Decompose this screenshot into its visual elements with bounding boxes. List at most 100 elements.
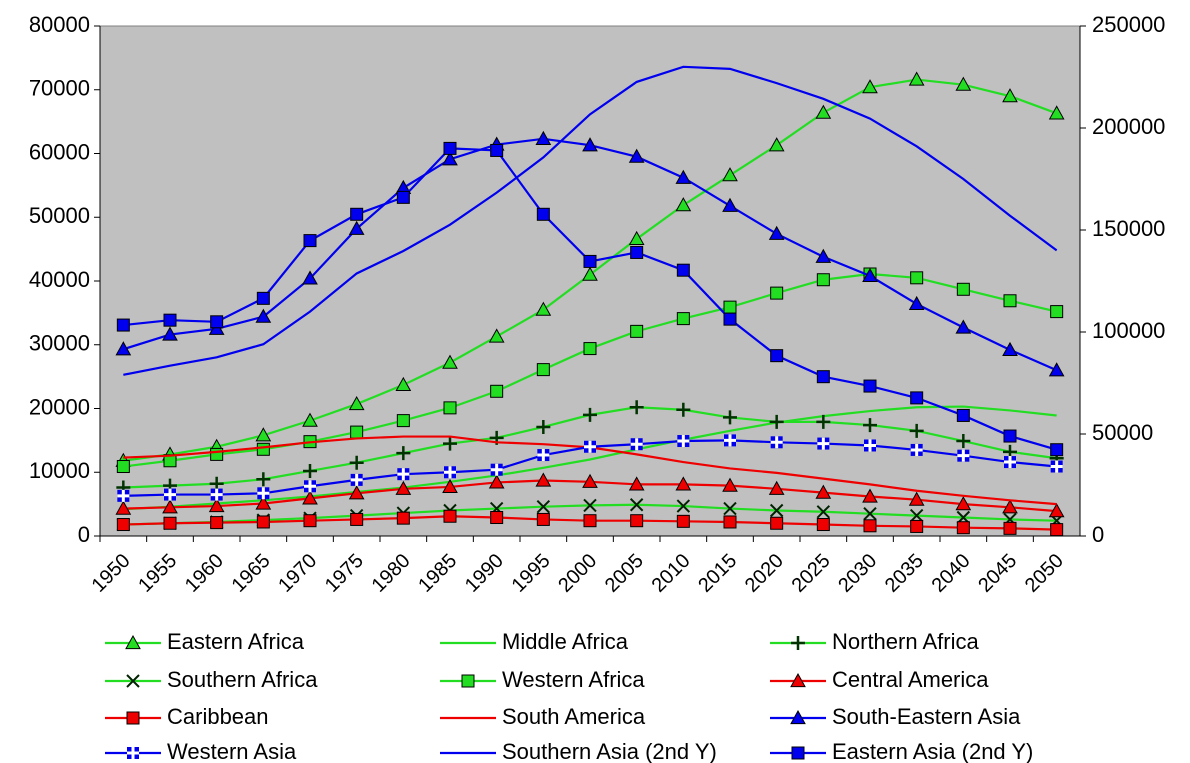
marker — [957, 449, 970, 462]
legend-item: Northern Africa — [770, 629, 979, 654]
x-tick-label: 2040 — [928, 550, 975, 597]
marker — [1003, 521, 1017, 535]
marker — [768, 137, 785, 152]
marker — [677, 435, 690, 448]
legend-item: Western Africa — [440, 667, 645, 692]
marker — [443, 436, 457, 451]
marker-cross — [584, 440, 596, 453]
marker — [583, 342, 597, 356]
marker — [126, 711, 140, 725]
x-tick-label: 2015 — [694, 550, 741, 597]
x-tick-label: 2030 — [834, 550, 881, 597]
marker — [395, 376, 412, 392]
marker — [1002, 499, 1018, 514]
legend-label: Eastern Africa — [167, 629, 305, 654]
y-tick-label: 40000 — [29, 267, 90, 292]
marker — [816, 518, 830, 532]
legend-label: Caribbean — [167, 704, 269, 729]
marker — [908, 71, 925, 86]
marker — [769, 414, 784, 429]
marker — [490, 384, 504, 398]
marker — [816, 273, 830, 287]
marker — [769, 503, 784, 518]
marker — [116, 318, 130, 332]
marker — [676, 263, 690, 277]
marker — [1048, 105, 1065, 120]
marker — [722, 477, 738, 492]
marker-cross — [397, 468, 410, 481]
x-tick-label: 1960 — [181, 550, 228, 597]
x-tick-label: 2050 — [1021, 550, 1068, 597]
legend-item: Southern Asia (2nd Y) — [440, 739, 717, 763]
marker — [909, 423, 924, 438]
marker — [676, 312, 690, 326]
marker — [350, 512, 364, 526]
marker — [396, 511, 410, 525]
marker — [910, 391, 924, 405]
marker — [536, 419, 551, 434]
y-tick-label: 60000 — [29, 139, 90, 164]
marker — [256, 472, 271, 487]
marker — [302, 412, 318, 427]
marker — [1002, 88, 1018, 103]
marker — [255, 308, 272, 323]
marker — [442, 354, 458, 369]
marker — [676, 402, 691, 417]
marker — [815, 104, 832, 119]
x-tick-label: 1965 — [228, 550, 275, 597]
marker — [162, 326, 178, 341]
legend-label: Eastern Asia (2nd Y) — [832, 739, 1033, 763]
marker — [815, 248, 832, 263]
marker — [303, 463, 317, 478]
marker — [583, 498, 597, 513]
marker — [582, 266, 598, 281]
marker — [722, 197, 738, 212]
marker — [443, 509, 457, 523]
marker — [536, 363, 550, 377]
y-tick-label: 70000 — [29, 76, 90, 101]
x-tick-label: 1950 — [88, 550, 135, 597]
marker — [461, 674, 475, 688]
marker — [255, 427, 272, 442]
marker — [348, 485, 365, 500]
legend-item: Central America — [770, 667, 989, 692]
series-line — [123, 405, 1057, 511]
marker — [791, 636, 805, 650]
legend-label: Western Africa — [502, 667, 645, 692]
y-tick-label: 80000 — [29, 12, 90, 37]
marker-cross — [864, 439, 876, 452]
marker — [908, 491, 925, 506]
legend-label: Middle Africa — [502, 629, 629, 654]
marker — [1004, 456, 1016, 469]
marker — [955, 76, 972, 91]
marker — [910, 271, 924, 285]
marker — [956, 408, 970, 422]
marker-cross — [817, 437, 830, 450]
y2-tick-label: 200000 — [1092, 114, 1165, 139]
marker — [255, 495, 272, 510]
marker — [630, 514, 644, 528]
marker — [723, 501, 737, 516]
marker — [395, 480, 412, 495]
marker — [302, 270, 318, 285]
marker-cross — [257, 487, 270, 500]
marker — [723, 410, 737, 425]
marker — [790, 709, 806, 725]
x-tick-label: 2020 — [741, 550, 788, 597]
marker — [1048, 503, 1065, 518]
marker-cross — [770, 436, 783, 449]
marker-cross — [304, 480, 316, 493]
marker-cross — [724, 434, 736, 447]
x-tick-label: 1990 — [461, 550, 508, 597]
legend-item: Eastern Africa — [105, 629, 305, 654]
marker — [863, 506, 877, 521]
marker — [1050, 460, 1063, 473]
marker — [675, 197, 692, 212]
marker — [303, 234, 317, 248]
legend-item: South America — [440, 704, 646, 729]
marker — [676, 514, 690, 528]
marker — [723, 300, 737, 314]
y-tick-label: 0 — [78, 522, 90, 547]
marker — [490, 511, 504, 525]
x-tick-label: 1980 — [368, 550, 415, 597]
